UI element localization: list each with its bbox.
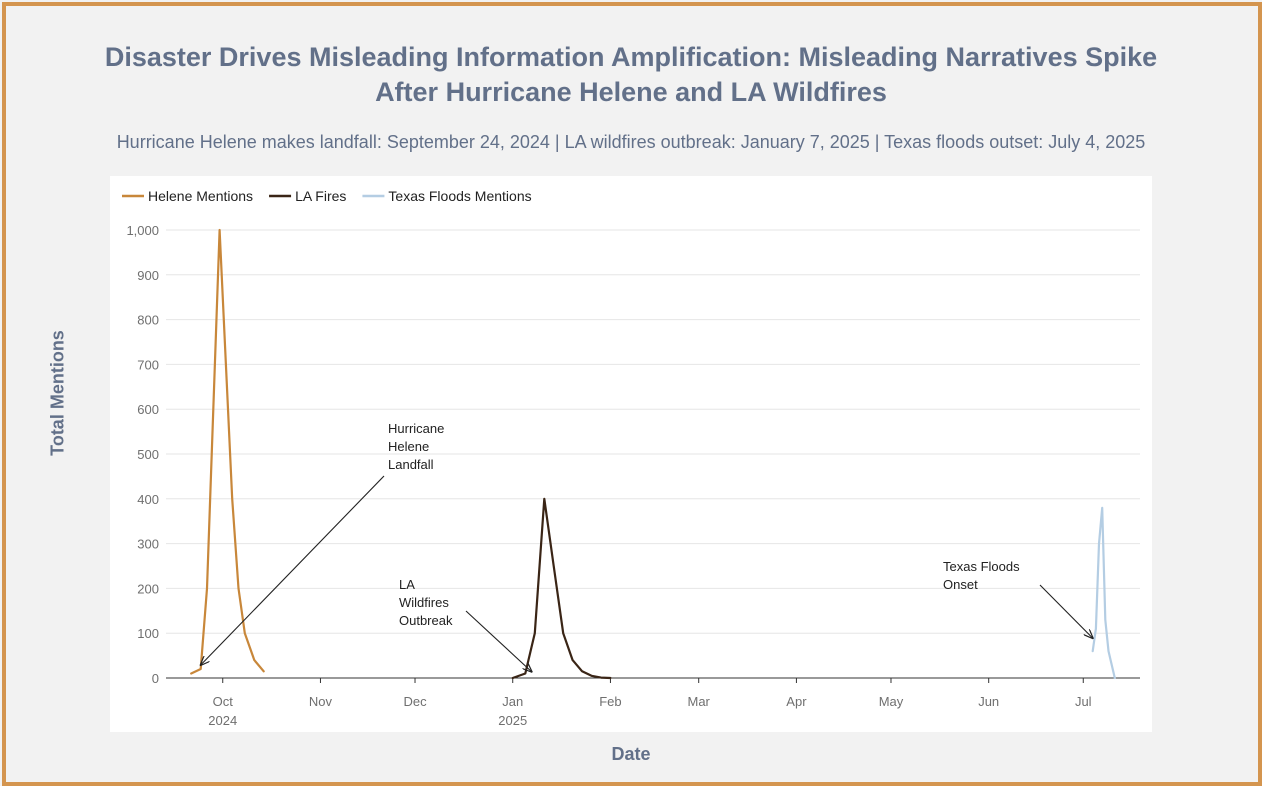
annotation-text: Onset [943,577,978,592]
y-tick-label: 700 [137,357,159,372]
series-line-2 [511,497,612,680]
y-tick-label: 1,000 [126,223,159,238]
series-line-1 [190,228,265,675]
x-tick-label: Jan [502,694,523,709]
chart-title-line-2: After Hurricane Helene and LA Wildfires [375,77,887,107]
annotation-text: LA [399,577,415,592]
x-tick-label: May [879,694,904,709]
legend-label-1: Helene Mentions [148,188,253,204]
y-tick-label: 100 [137,626,159,641]
annotation-text: Outbreak [399,613,453,628]
annotation-arrow [201,475,385,665]
y-tick-label: 300 [137,537,159,552]
x-tick-label: Oct [213,694,234,709]
x-tick-label: Feb [599,694,621,709]
chart-title: Disaster Drives Misleading Information A… [0,40,1262,110]
chart-title-line-1: Disaster Drives Misleading Information A… [104,42,1158,72]
y-tick-label: 500 [137,447,159,462]
x-tick-label: Jul [1075,694,1092,709]
annotation-text: Landfall [388,457,434,472]
y-tick-label: 0 [152,671,159,686]
x-axis-label: Date [611,744,651,764]
y-tick-label: 200 [137,581,159,596]
annotation-arrow [1039,584,1093,638]
y-tick-label: 900 [137,268,159,283]
legend-label-2: LA Fires [295,188,346,204]
annotation-arrow [465,610,532,672]
series-line-3 [1091,506,1116,680]
x-tick-label: Apr [786,694,807,709]
annotation-text: Hurricane [388,421,444,436]
annotation-text: Wildfires [399,595,449,610]
x-tick-label: Nov [309,694,333,709]
legend-label-3: Texas Floods Mentions [388,188,531,204]
y-tick-label: 400 [137,492,159,507]
y-tick-label: 800 [137,313,159,328]
chart-subtitle: Hurricane Helene makes landfall: Septemb… [116,132,1146,152]
x-tick-sublabel: 2024 [208,713,237,728]
x-tick-label: Jun [978,694,999,709]
annotation-text: Helene [388,439,429,454]
annotation-text: Texas Floods [943,559,1020,574]
x-tick-sublabel: 2025 [498,713,527,728]
x-tick-label: Dec [403,694,427,709]
y-tick-label: 600 [137,402,159,417]
x-tick-label: Mar [688,694,711,709]
